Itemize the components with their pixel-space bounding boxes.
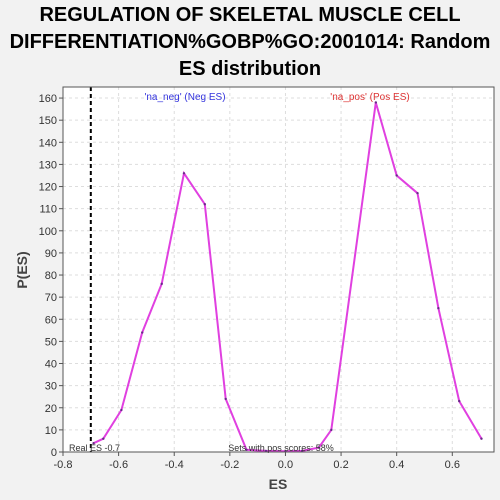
chart-title-line-1: REGULATION OF SKELETAL MUSCLE CELL <box>39 4 461 26</box>
x-tick-label: 0.6 <box>445 459 460 471</box>
es-data-point <box>330 428 333 432</box>
es-data-point <box>395 174 398 177</box>
es-data-point <box>245 448 248 451</box>
x-tick-label: -0.8 <box>54 459 73 471</box>
es-data-point <box>437 307 440 310</box>
es-data-point <box>264 449 268 453</box>
es-data-point <box>203 203 207 206</box>
neg-es-label: 'na_neg' (Neg ES) <box>144 92 225 103</box>
es-data-point <box>141 331 144 334</box>
y-tick-label: 40 <box>45 359 57 371</box>
y-tick-label: 60 <box>45 314 57 326</box>
y-tick-label: 70 <box>45 292 57 304</box>
y-tick-label: 150 <box>39 115 57 127</box>
axis-ticks: 0 10 20 30 40 50 60 70 80 90 100 110 120 130 140 150 160… <box>39 93 460 471</box>
x-tick-label: -0.2 <box>220 459 239 471</box>
y-tick-label: 110 <box>39 204 57 216</box>
y-tick-label: 140 <box>39 137 57 149</box>
es-data-point <box>182 172 186 175</box>
x-tick-label: -0.6 <box>109 459 128 471</box>
plot-frame <box>62 86 495 453</box>
es-data-point <box>224 397 227 401</box>
es-data-point <box>102 437 105 440</box>
x-axis-label: ES <box>269 476 288 492</box>
es-data-point <box>160 282 163 286</box>
es-series-line <box>93 102 483 453</box>
plot-area <box>63 87 494 452</box>
y-tick-label: 90 <box>45 248 57 260</box>
y-tick-label: 100 <box>39 226 57 238</box>
es-data-point <box>458 399 461 403</box>
y-tick-label: 30 <box>45 381 57 393</box>
x-tick-label: 0.0 <box>278 459 293 471</box>
es-series-points <box>92 101 483 453</box>
es-data-point <box>92 441 95 445</box>
es-data-point <box>480 437 483 440</box>
y-tick-label: 160 <box>39 93 57 105</box>
chart-title: REGULATION OF SKELETAL MUSCLE CELL DIFFE… <box>0 2 500 83</box>
x-tick-label: -0.4 <box>165 459 184 471</box>
pos-scores-label: Sets with pos scores: 58% <box>228 443 334 453</box>
x-tick-label: 0.4 <box>389 459 404 471</box>
chart-title-line-3: ES distribution <box>178 58 322 80</box>
pos-es-label: 'na_pos' (Pos ES) <box>330 92 409 103</box>
es-data-point <box>416 191 419 195</box>
y-tick-label: 20 <box>45 403 57 415</box>
y-tick-label: 10 <box>45 425 57 437</box>
real-es-label: Real ES -0.7 <box>69 443 120 453</box>
y-tick-label: 80 <box>45 270 57 282</box>
es-data-point <box>317 446 321 449</box>
es-data-point <box>374 101 378 104</box>
y-tick-label: 130 <box>39 159 57 171</box>
y-tick-label: 0 <box>51 447 57 459</box>
chart-title-line-2: DIFFERENTIATION%GOBP%GO:2001014: Random <box>9 31 491 53</box>
y-tick-label: 50 <box>45 336 57 348</box>
es-data-point <box>300 449 304 453</box>
x-tick-label: 0.2 <box>333 459 348 471</box>
es-data-point <box>120 408 123 412</box>
y-tick-label: 120 <box>39 182 57 194</box>
y-axis-label: P(ES) <box>14 251 30 288</box>
